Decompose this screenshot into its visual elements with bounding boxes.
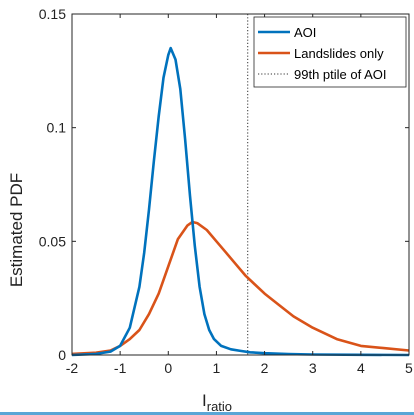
x-axis-label-subscript: ratio: [207, 399, 232, 414]
plot-area: [71, 14, 410, 357]
bottom-accent-bar: [0, 412, 414, 415]
y-tick-label: 0: [58, 347, 66, 363]
y-tick-label: 0.15: [39, 6, 66, 22]
series-line-landslides: [71, 220, 410, 356]
x-tick-label: 4: [357, 360, 365, 376]
x-tick-label: 3: [309, 360, 317, 376]
legend-label-landslides: Landslides only: [294, 46, 384, 61]
series-line-aoi: [71, 46, 410, 357]
y-tick-label: 0.05: [39, 233, 66, 249]
y-tick-label: 0.1: [47, 120, 67, 136]
x-tick-label: 0: [164, 360, 172, 376]
legend-label-threshold: 99th ptile of AOI: [294, 67, 387, 82]
x-axis-label-main: I: [202, 391, 207, 410]
y-axis-ticks: 0 0.05 0.1 0.15: [39, 6, 409, 363]
legend: AOI Landslides only 99th ptile of AOI: [253, 16, 407, 88]
x-axis-label: Iratio: [202, 391, 232, 414]
legend-label-aoi: AOI: [294, 25, 316, 40]
x-tick-label: 5: [405, 360, 413, 376]
x-tick-label: -1: [114, 360, 127, 376]
x-tick-label: 1: [213, 360, 221, 376]
axes: [71, 13, 410, 356]
x-tick-label: -2: [66, 360, 79, 376]
y-axis-label: Estimated PDF: [7, 173, 26, 287]
x-tick-label: 2: [261, 360, 269, 376]
axes-box: [71, 13, 410, 356]
